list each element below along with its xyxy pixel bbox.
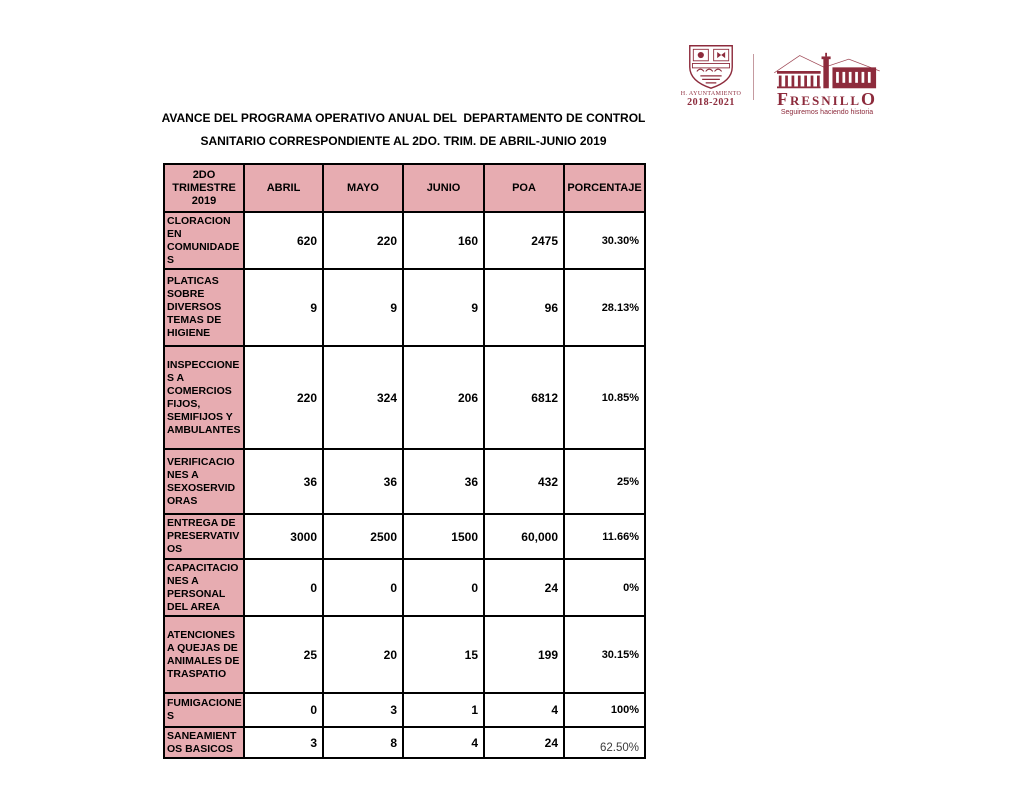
row-label-cell: SANEAMIENTOS BASICOS (163, 726, 245, 759)
title-line-2: SANITARIO CORRESPONDIENTE AL 2DO. TRIM. … (200, 134, 607, 148)
value-cell-junio: 15 (402, 615, 485, 694)
table-row: FUMIGACIONES 0 3 1 4 100% (163, 692, 646, 728)
column-header-poa: POA (483, 163, 565, 213)
value-cell-abril: 9 (243, 268, 324, 347)
ayuntamiento-crest: H. AYUNTAMIENTO 2018-2021 (678, 44, 744, 108)
row-label-cell: ATENCIONES A QUEJAS DE ANIMALES DE TRASP… (163, 615, 245, 694)
row-label-cell: CLORACION EN COMUNIDADES (163, 211, 245, 270)
document-title: AVANCE DEL PROGRAMA OPERATIVO ANUAL DEL … (143, 107, 664, 153)
value-cell-abril: 3000 (243, 513, 324, 560)
value-cell-mayo: 324 (322, 345, 404, 450)
table-row: ENTREGA DE PRESERVATIVOS 3000 2500 1500 … (163, 513, 646, 560)
value-cell-porcentaje: 30.30% (563, 211, 646, 270)
table-row: SANEAMIENTOS BASICOS 3 8 4 24 62.50% (163, 726, 646, 759)
table-row: VERIFICACIONES A SEXOSERVIDORAS 36 36 36… (163, 448, 646, 515)
crest-shield-icon (689, 45, 733, 89)
column-header-junio: JUNIO (402, 163, 485, 213)
value-cell-junio: 36 (402, 448, 485, 515)
value-cell-mayo: 3 (322, 692, 404, 728)
row-label-cell: FUMIGACIONES (163, 692, 245, 728)
report-table: 2DO TRIMESTRE 2019 ABRIL MAYO JUNIO POA … (163, 163, 646, 759)
title-line-1: AVANCE DEL PROGRAMA OPERATIVO ANUAL DEL … (161, 111, 646, 125)
row-label-cell: CAPACITACIONES A PERSONAL DEL AREA (163, 558, 245, 617)
value-cell-porcentaje: 25% (563, 448, 646, 515)
value-cell-porcentaje: 0% (563, 558, 646, 617)
value-cell-poa: 96 (483, 268, 565, 347)
row-label-cell: PLATICAS SOBRE DIVERSOS TEMAS DE HIGIENE (163, 268, 245, 347)
value-cell-mayo: 220 (322, 211, 404, 270)
row-label-cell: VERIFICACIONES A SEXOSERVIDORAS (163, 448, 245, 515)
value-cell-poa: 4 (483, 692, 565, 728)
logo-divider (753, 54, 754, 100)
value-cell-abril: 220 (243, 345, 324, 450)
value-cell-mayo: 20 (322, 615, 404, 694)
header-logos: H. AYUNTAMIENTO 2018-2021 FRESNIL (678, 44, 887, 116)
table-row: PLATICAS SOBRE DIVERSOS TEMAS DE HIGIENE… (163, 268, 646, 347)
value-cell-abril: 0 (243, 558, 324, 617)
value-cell-mayo: 8 (322, 726, 404, 759)
brand-final: O (861, 89, 878, 109)
value-cell-poa: 24 (483, 726, 565, 759)
value-cell-abril: 36 (243, 448, 324, 515)
row-label-cell: INSPECCIONES A COMERCIOS FIJOS, SEMIFIJO… (163, 345, 245, 450)
value-cell-mayo: 36 (322, 448, 404, 515)
table-row: INSPECCIONES A COMERCIOS FIJOS, SEMIFIJO… (163, 345, 646, 450)
value-cell-porcentaje: 10.85% (563, 345, 646, 450)
value-cell-abril: 25 (243, 615, 324, 694)
value-cell-junio: 4 (402, 726, 485, 759)
table-row: CLORACION EN COMUNIDADES 620 220 160 247… (163, 211, 646, 270)
value-cell-junio: 1 (402, 692, 485, 728)
column-header-trimestre: 2DO TRIMESTRE 2019 (163, 163, 245, 213)
fresnillo-building-icon (774, 52, 880, 89)
row-label-cell: ENTREGA DE PRESERVATIVOS (163, 513, 245, 560)
fresnillo-logo: FRESNILLO Seguiremos haciendo historia (767, 51, 887, 116)
value-cell-porcentaje: 28.13% (563, 268, 646, 347)
value-cell-poa: 6812 (483, 345, 565, 450)
value-cell-junio: 9 (402, 268, 485, 347)
value-cell-porcentaje: 100% (563, 692, 646, 728)
value-cell-abril: 620 (243, 211, 324, 270)
value-cell-abril: 0 (243, 692, 324, 728)
value-cell-porcentaje: 30.15% (563, 615, 646, 694)
value-cell-junio: 160 (402, 211, 485, 270)
value-cell-poa: 60,000 (483, 513, 565, 560)
value-cell-poa: 199 (483, 615, 565, 694)
value-cell-porcentaje: 11.66% (563, 513, 646, 560)
brand-name: FRESNILLO (767, 89, 887, 109)
table-row: ATENCIONES A QUEJAS DE ANIMALES DE TRASP… (163, 615, 646, 694)
value-cell-junio: 1500 (402, 513, 485, 560)
table-row: CAPACITACIONES A PERSONAL DEL AREA 0 0 0… (163, 558, 646, 617)
value-cell-mayo: 2500 (322, 513, 404, 560)
brand-initial: F (776, 89, 790, 109)
brand-tagline: Seguiremos haciendo historia (780, 109, 874, 116)
value-cell-poa: 24 (483, 558, 565, 617)
value-cell-junio: 0 (402, 558, 485, 617)
column-header-porcentaje: PORCENTAJE (563, 163, 646, 213)
brand-middle: RESNILL (789, 93, 862, 108)
value-cell-mayo: 0 (322, 558, 404, 617)
value-cell-mayo: 9 (322, 268, 404, 347)
table-header-row: 2DO TRIMESTRE 2019 ABRIL MAYO JUNIO POA … (163, 163, 646, 213)
value-cell-poa: 432 (483, 448, 565, 515)
column-header-mayo: MAYO (322, 163, 404, 213)
value-cell-abril: 3 (243, 726, 324, 759)
crest-caption: H. AYUNTAMIENTO (680, 91, 742, 97)
value-cell-poa: 2475 (483, 211, 565, 270)
crest-years: 2018-2021 (687, 97, 735, 108)
value-cell-junio: 206 (402, 345, 485, 450)
value-cell-porcentaje: 62.50% (563, 726, 646, 759)
column-header-abril: ABRIL (243, 163, 324, 213)
